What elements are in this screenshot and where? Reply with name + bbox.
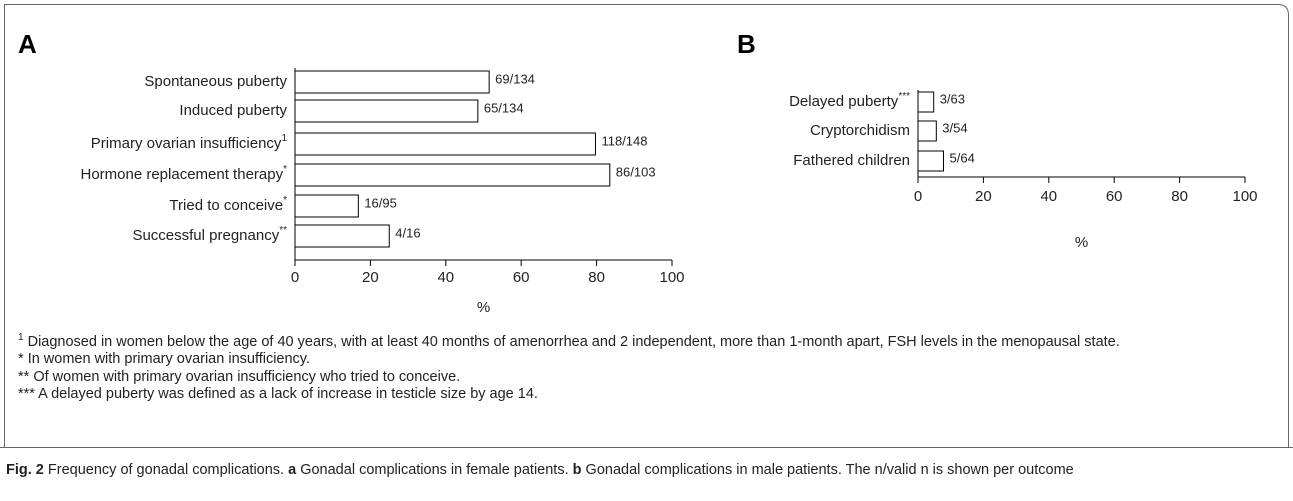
footnote-text: In women with primary ovarian insufficie… [27,351,311,368]
x-tick-label: 80 [588,269,605,286]
bar [917,150,945,172]
footnote-mark: ** [18,368,30,385]
bar [294,224,390,248]
y-tick-label: Fathered children [793,152,910,169]
x-tick-label: 60 [1106,188,1123,205]
bar [294,163,611,187]
category-name: Spontaneous puberty [144,73,287,90]
x-tick-label: 60 [513,269,530,286]
footnote-text: A delayed puberty was defined as a lack … [38,386,538,403]
value-label: 69/134 [495,71,535,86]
value-label: 3/54 [942,120,967,135]
y-tick-label: Cryptorchidism [810,122,910,139]
category-name: Primary ovarian insufficiency [91,135,282,152]
caption-run: Fig. 2 [6,462,44,478]
category-name: Cryptorchidism [810,122,910,139]
x-tick-label: 20 [362,269,379,286]
footnote-text: Diagnosed in women below the age of 40 y… [27,333,1120,350]
panel-label: B [737,29,756,59]
y-tick-label: Hormone replacement therapy* [80,164,287,183]
caption-run: b [572,462,582,478]
value-label: 86/103 [616,164,656,179]
bar [917,120,937,142]
bar [917,91,935,113]
footnote-mark: * [18,351,24,368]
value-label: 4/16 [395,225,420,240]
caption-run: Gonadal complications in female patients… [296,462,573,478]
value-label: 5/64 [950,150,975,165]
x-tick-label: 80 [1171,188,1188,205]
caption-run: Frequency of gonadal complications. [43,462,289,478]
category-name: Hormone replacement therapy [80,166,283,183]
figure-frame [4,4,1289,447]
x-tick-label: 100 [1232,188,1257,205]
x-tick-label: 100 [659,269,684,286]
footnote: ** Of women with primary ovarian insuffi… [18,369,1280,387]
category-superscript: ** [279,225,287,236]
footnote: 1 Diagnosed in women below the age of 40… [18,329,1280,351]
y-tick-label: Induced puberty [179,102,287,119]
bar [294,70,490,94]
footnote-mark: 1 [18,332,24,343]
bar [294,194,359,218]
y-tick-label: Delayed puberty*** [789,91,910,110]
caption-run: Gonadal complications in male patients. … [581,462,1074,478]
value-label: 3/63 [940,91,965,106]
footnote-mark: *** [18,386,35,403]
category-name: Tried to conceive [169,197,283,214]
caption-run: a [288,462,297,478]
panel-label: A [18,29,37,59]
category-superscript: *** [898,91,910,102]
category-superscript: * [283,195,287,206]
value-label: 16/95 [364,195,397,210]
y-tick-label: Primary ovarian insufficiency1 [91,133,288,152]
value-label: 118/148 [601,133,647,148]
x-axis-label: % [1075,234,1088,251]
caption: Fig. 2 Frequency of gonadal complication… [6,460,1276,481]
category-name: Delayed puberty [789,93,899,110]
x-tick-label: 0 [914,188,922,205]
x-tick-label: 20 [975,188,992,205]
bar [294,99,479,123]
footnote-text: Of women with primary ovarian insufficie… [33,368,461,385]
footnotes: 1 Diagnosed in women below the age of 40… [18,329,1280,404]
category-name: Fathered children [793,152,910,169]
x-tick-label: 0 [291,269,299,286]
y-tick-label: Tried to conceive* [169,195,287,214]
bar [294,132,596,156]
footnote: *** A delayed puberty was defined as a l… [18,386,1280,404]
x-tick-label: 40 [1040,188,1057,205]
y-tick-label: Spontaneous puberty [144,73,287,90]
footnote: * In women with primary ovarian insuffic… [18,351,1280,369]
category-name: Induced puberty [179,102,287,119]
x-axis-label: % [477,299,490,316]
x-tick-label: 40 [437,269,454,286]
category-name: Successful pregnancy [132,227,279,244]
category-superscript: * [283,164,287,175]
y-tick-label: Successful pregnancy** [132,225,287,244]
category-superscript: 1 [281,133,287,144]
value-label: 65/134 [484,100,524,115]
